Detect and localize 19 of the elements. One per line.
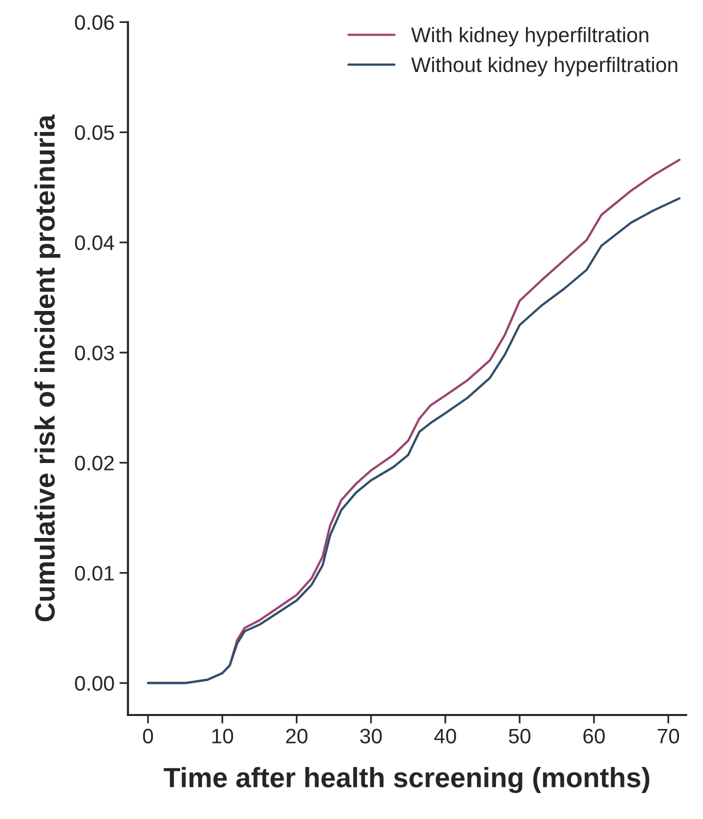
y-axis-title: Cumulative risk of incident proteinuria [34,114,60,622]
y-tick-label: 0.05 [75,125,114,140]
x-tick-label: 0 [143,728,153,744]
legend-label: With kidney hyperfiltration [411,27,648,46]
x-tick-label: 70 [658,728,680,744]
x-tick-label: 10 [212,728,234,744]
x-tick-label: 60 [583,728,605,744]
legend-label: Without kidney hyperfiltration [411,56,678,76]
y-tick-label: 0.00 [75,676,114,691]
x-tick-label: 30 [360,728,382,744]
x-tick-label: 50 [508,728,530,744]
x-tick-label: 20 [286,728,308,744]
y-tick-label: 0.04 [75,235,114,250]
y-tick-label: 0.01 [75,566,114,581]
y-tick-label: 0.03 [75,346,114,360]
x-axis-title: Time after health screening (months) [164,767,650,794]
y-tick-label: 0.02 [75,456,114,470]
x-tick-label: 40 [434,728,456,744]
y-tick-label: 0.06 [75,15,114,30]
